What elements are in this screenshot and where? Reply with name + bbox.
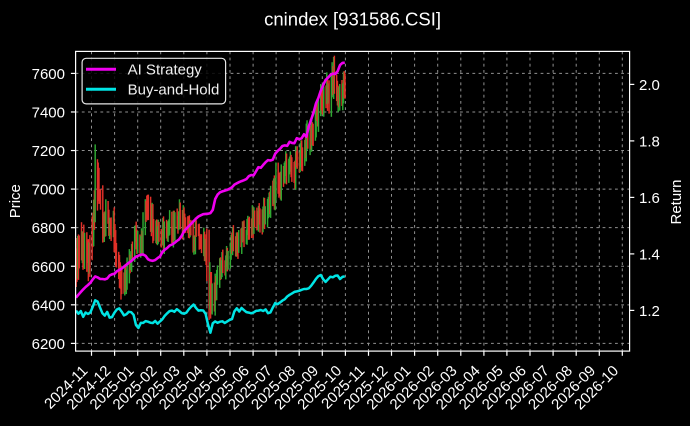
- svg-text:Price: Price: [7, 184, 24, 218]
- svg-text:1.4: 1.4: [639, 246, 660, 263]
- svg-text:AI Strategy: AI Strategy: [128, 62, 203, 79]
- svg-text:7600: 7600: [32, 66, 65, 83]
- svg-text:6400: 6400: [32, 297, 65, 314]
- svg-text:7400: 7400: [32, 105, 65, 122]
- svg-text:7000: 7000: [32, 182, 65, 199]
- svg-text:6600: 6600: [32, 259, 65, 276]
- svg-text:1.8: 1.8: [639, 133, 660, 150]
- svg-text:Buy-and-Hold: Buy-and-Hold: [128, 82, 220, 99]
- svg-text:6800: 6800: [32, 220, 65, 237]
- svg-text:6200: 6200: [32, 336, 65, 353]
- svg-text:7200: 7200: [32, 143, 65, 160]
- svg-text:2.0: 2.0: [639, 77, 660, 94]
- svg-text:1.2: 1.2: [639, 303, 660, 320]
- svg-text:1.6: 1.6: [639, 190, 660, 207]
- svg-text:cnindex [931586.CSI]: cnindex [931586.CSI]: [264, 9, 441, 30]
- svg-text:Return: Return: [668, 179, 685, 224]
